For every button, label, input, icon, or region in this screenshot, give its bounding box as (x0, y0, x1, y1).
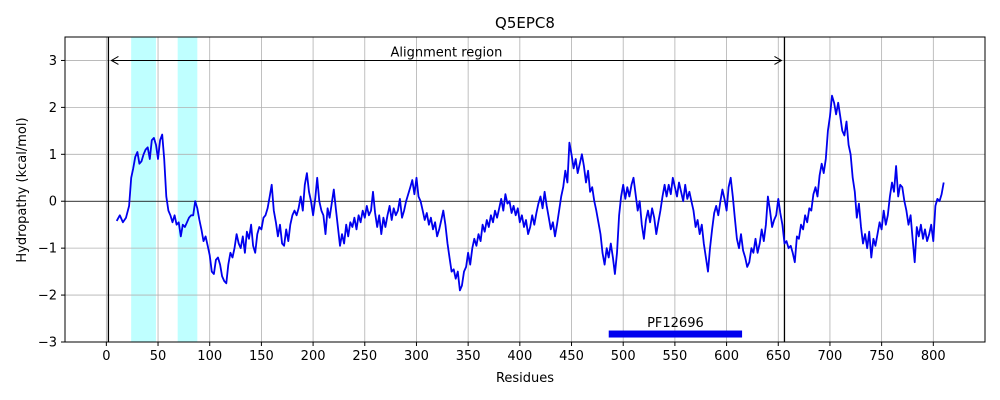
chart-title: Q5EPC8 (495, 14, 555, 32)
grid-lines (65, 37, 985, 343)
x-tick-label: 350 (456, 349, 481, 364)
x-tick-label: 750 (869, 349, 894, 364)
x-tick-label: 400 (507, 349, 532, 364)
highlight-regions (131, 37, 198, 342)
x-tick-label: 300 (404, 349, 429, 364)
x-tick-label: 700 (818, 349, 843, 364)
x-tick-label: 0 (102, 349, 110, 364)
x-tick-label: 100 (197, 349, 222, 364)
x-tick-label: 50 (150, 349, 167, 364)
y-tick-label: 3 (49, 54, 57, 69)
x-tick-label: 550 (662, 349, 687, 364)
hydropathy-series-line (115, 94, 945, 292)
highlight-region-1 (131, 37, 156, 342)
y-tick-label: 0 (49, 195, 57, 210)
alignment-region-label: Alignment region (391, 45, 503, 60)
plot-area-frame (64, 36, 986, 343)
x-tick-label: 800 (921, 349, 946, 364)
highlight-region-2 (177, 37, 198, 342)
x-tick-label: 150 (249, 349, 274, 364)
y-tick-label: −1 (38, 242, 57, 257)
alignment-arrow-right-head (774, 56, 783, 65)
alignment-arrow (110, 56, 783, 65)
domain-label: PF12696 (647, 316, 704, 331)
y-tick-label: −2 (38, 289, 57, 304)
x-axis-ticks: 0 50 100 150 200 250 300 350 400 450 500 550 600 650 7… (102, 342, 946, 364)
y-tick-label: 1 (49, 148, 57, 163)
y-axis-label: Hydropathy (kcal/mol) (15, 117, 30, 262)
y-tick-label: 2 (49, 101, 57, 116)
x-tick-label: 250 (352, 349, 377, 364)
x-tick-label: 650 (766, 349, 791, 364)
x-tick-label: 450 (559, 349, 584, 364)
y-tick-label: −3 (38, 336, 57, 351)
x-tick-label: 600 (714, 349, 739, 364)
x-axis-label: Residues (496, 371, 554, 386)
x-tick-label: 500 (611, 349, 636, 364)
domain-annotations: PF12696 (608, 316, 743, 338)
alignment-arrow-left-head (110, 56, 119, 65)
x-tick-label: 200 (301, 349, 326, 364)
y-axis-ticks: −3 −2 −1 0 1 2 3 (38, 54, 65, 351)
domain-bar (608, 330, 743, 338)
